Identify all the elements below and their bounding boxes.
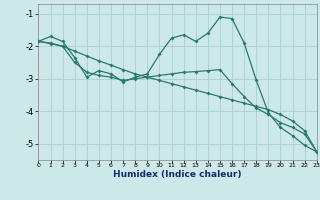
- X-axis label: Humidex (Indice chaleur): Humidex (Indice chaleur): [113, 170, 242, 179]
